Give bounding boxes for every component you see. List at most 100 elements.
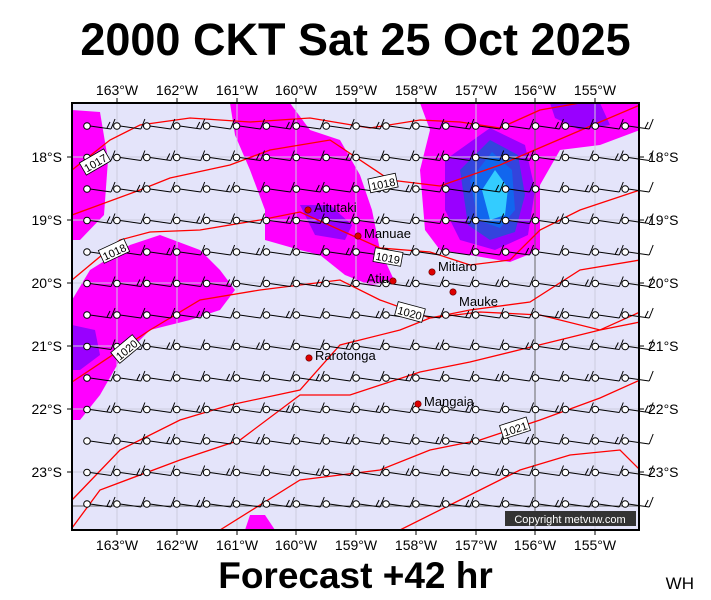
- wind-barb: [322, 276, 355, 288]
- wind-barb: [352, 118, 385, 130]
- wind-barb: [113, 402, 146, 414]
- wind-barb: [143, 496, 176, 508]
- wind-barb: [262, 496, 295, 508]
- wind-barb: [382, 465, 415, 477]
- wind-barb: [531, 433, 564, 445]
- svg-text:Manuae: Manuae: [364, 226, 411, 241]
- wind-barb: [292, 213, 325, 225]
- town-rarotonga[interactable]: Rarotonga: [305, 348, 377, 363]
- copyright-box: [505, 511, 636, 526]
- svg-text:Rarotonga: Rarotonga: [315, 348, 376, 363]
- wind-barb: [292, 496, 325, 508]
- wind-barb: [382, 433, 415, 445]
- wind-barb: [322, 339, 355, 351]
- wind-barb: [591, 433, 624, 445]
- isobar-line: [219, 379, 639, 530]
- wind-barb: [202, 213, 236, 225]
- wind-barb: [83, 370, 116, 382]
- wind-barb: [621, 496, 654, 508]
- svg-text:Mauke: Mauke: [459, 294, 498, 309]
- wind-barb: [561, 339, 594, 351]
- wind-barb: [352, 307, 385, 319]
- corner-label: WH: [665, 574, 694, 593]
- wind-barb: [262, 276, 295, 288]
- lon-label-top: 155°W: [574, 82, 617, 98]
- town-mauke[interactable]: Mauke: [449, 288, 498, 309]
- wind-barb: [501, 213, 535, 225]
- wind-barb: [202, 244, 236, 256]
- isobar-line: [72, 259, 639, 383]
- wind-barb: [382, 496, 415, 508]
- wind-barb: [531, 307, 564, 319]
- wind-barb: [232, 181, 265, 193]
- wind-barb: [322, 433, 355, 445]
- wind-barb: [83, 181, 116, 193]
- svg-text:Mangaia: Mangaia: [424, 394, 475, 409]
- wind-barb: [412, 433, 445, 445]
- wind-barb: [561, 276, 594, 288]
- copyright-text: Copyright metvuw.com: [514, 514, 625, 526]
- wind-barb: [172, 181, 206, 193]
- lon-label-bottom: 163°W: [96, 537, 139, 553]
- wind-barb: [262, 433, 295, 445]
- lat-label-left: 20°S: [31, 275, 62, 291]
- wind-barb: [232, 118, 265, 130]
- town-manuae[interactable]: Manuae: [354, 226, 411, 241]
- wind-barb: [531, 118, 564, 130]
- town-mangaia[interactable]: Mangaia: [414, 394, 475, 409]
- wind-barb: [292, 276, 325, 288]
- wind-barb: [591, 339, 624, 351]
- wind-barb: [292, 181, 325, 193]
- wind-barb: [621, 213, 654, 225]
- town-mitiaro[interactable]: Mitiaro: [428, 259, 477, 276]
- wind-barb: [172, 276, 206, 288]
- wind-barb: [83, 402, 116, 414]
- wind-barb: [561, 307, 594, 319]
- wind-barb: [232, 433, 265, 445]
- town-atiu[interactable]: Atiu: [367, 271, 397, 286]
- wind-barb: [412, 370, 445, 382]
- axis-ticks: 163°W 163°W 162°W 162°W 161°W 161°W 160°W 160°W…: [31, 82, 678, 553]
- wind-barb: [531, 244, 564, 256]
- wind-barb: [471, 213, 505, 225]
- lat-label-right: 18°S: [648, 149, 679, 165]
- wind-barb: [501, 181, 535, 193]
- wind-barb: [172, 402, 206, 414]
- wind-barb: [143, 402, 176, 414]
- lon-label-top: 160°W: [275, 82, 318, 98]
- wind-barb: [172, 307, 206, 319]
- isobar-label: 1019: [372, 247, 404, 267]
- wind-barb: [172, 213, 206, 225]
- wind-barb: [471, 496, 505, 508]
- wind-barb: [561, 465, 594, 477]
- wind-barb: [471, 276, 505, 288]
- lon-label-top: 163°W: [96, 82, 139, 98]
- wind-barb: [591, 496, 624, 508]
- wind-barb: [442, 465, 475, 477]
- wind-barb: [591, 370, 624, 382]
- wind-barb: [531, 150, 564, 162]
- wind-barb: [143, 307, 176, 319]
- wind-barb: [202, 307, 236, 319]
- wind-barb: [471, 150, 505, 162]
- wind-barb: [202, 276, 236, 288]
- wind-barb: [501, 496, 535, 508]
- wind-barb: [442, 181, 475, 193]
- wind-barb: [561, 433, 594, 445]
- lat-label-right: 19°S: [648, 212, 679, 228]
- wind-barb: [113, 276, 146, 288]
- wind-barb: [382, 370, 415, 382]
- town-aitutaki[interactable]: Aitutaki: [304, 200, 357, 215]
- wind-barb: [412, 213, 445, 225]
- lon-label-bottom: 161°W: [216, 537, 259, 553]
- wind-barb: [471, 402, 505, 414]
- wind-barb: [501, 465, 535, 477]
- wind-barb: [382, 402, 415, 414]
- wind-barb: [561, 402, 594, 414]
- wind-barb: [292, 433, 325, 445]
- wind-barb: [292, 402, 325, 414]
- wind-barb: [352, 244, 385, 256]
- isobar-line: [399, 449, 639, 530]
- wind-barb: [322, 181, 355, 193]
- lon-label-top: 158°W: [395, 82, 438, 98]
